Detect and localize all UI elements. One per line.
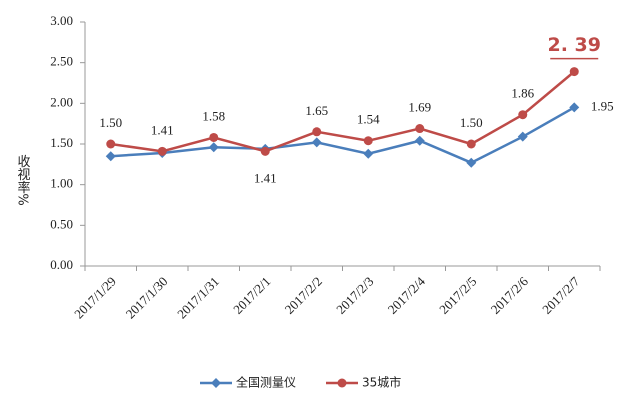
data-label: 1.58 xyxy=(202,108,225,123)
point xyxy=(415,124,425,134)
data-label: 1.50 xyxy=(460,115,483,130)
point xyxy=(363,136,373,146)
x-tick-label: 2017/1/29 xyxy=(71,274,119,322)
x-tick-label: 2017/2/7 xyxy=(539,273,583,317)
legend-marker xyxy=(211,378,221,388)
point xyxy=(363,148,374,159)
point xyxy=(311,137,322,148)
point xyxy=(466,139,476,149)
y-tick-label: 3.00 xyxy=(50,13,73,28)
legend-label: 35城市 xyxy=(362,375,401,390)
series-line xyxy=(110,70,576,153)
y-tick-label: 0.50 xyxy=(50,216,73,231)
point xyxy=(414,135,425,146)
point xyxy=(157,146,167,156)
series-line xyxy=(110,106,575,165)
x-tick-label: 2017/2/1 xyxy=(230,274,273,317)
point xyxy=(517,131,528,142)
point xyxy=(260,146,270,156)
x-tick-label: 2017/2/6 xyxy=(488,273,532,317)
point xyxy=(569,67,579,77)
data-label: 1.54 xyxy=(357,112,380,127)
y-tick-label: 2.00 xyxy=(50,94,73,109)
data-label: 1.41 xyxy=(151,122,174,137)
y-tick-label: 1.50 xyxy=(50,135,73,150)
legend-marker xyxy=(337,378,347,388)
point xyxy=(518,110,528,120)
point xyxy=(208,142,219,153)
legend-label: 全国测量仪 xyxy=(236,375,296,390)
point xyxy=(569,102,580,113)
x-tick-label: 2017/1/31 xyxy=(174,274,222,322)
data-label: 1.65 xyxy=(305,103,328,118)
data-label: 1.69 xyxy=(408,100,431,115)
y-tick-label: 1.00 xyxy=(50,176,73,191)
x-tick-label: 2017/2/2 xyxy=(282,274,325,317)
data-label: 2. 39 xyxy=(548,34,602,56)
y-tick-label: 2.50 xyxy=(50,54,73,69)
data-label: 1.95 xyxy=(591,98,614,113)
point xyxy=(105,151,116,162)
point xyxy=(312,127,322,137)
point xyxy=(466,157,477,168)
x-tick-label: 2017/1/30 xyxy=(123,274,171,322)
data-label: 1.50 xyxy=(99,115,122,130)
point xyxy=(209,132,219,142)
point xyxy=(106,139,116,149)
x-tick-label: 2017/2/5 xyxy=(436,274,479,317)
x-tick-label: 2017/2/3 xyxy=(333,274,376,317)
y-axis-label: 收视率% xyxy=(15,154,31,205)
x-tick-label: 2017/2/4 xyxy=(385,273,429,317)
y-tick-label: 0.00 xyxy=(50,257,73,272)
data-label: 1.41 xyxy=(254,170,277,185)
data-label: 1.86 xyxy=(511,86,534,101)
